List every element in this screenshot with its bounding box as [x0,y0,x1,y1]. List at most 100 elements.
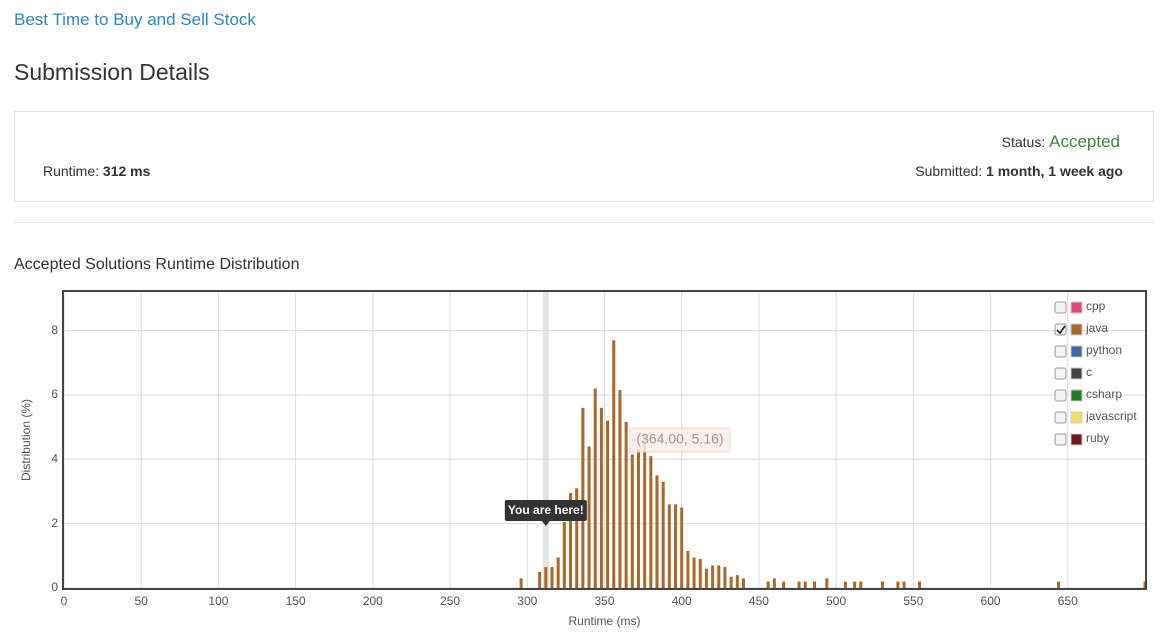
chart-title: Accepted Solutions Runtime Distribution [14,256,300,273]
bar [606,420,610,588]
bar [843,581,847,588]
bar [649,456,653,588]
bar [581,407,585,588]
legend-swatch [1070,367,1083,380]
bar [859,581,863,588]
legend-label: csharp [1086,387,1122,401]
bar [880,581,884,588]
bar [550,567,554,588]
bar [698,559,702,588]
bar [766,581,770,588]
bar [729,576,733,588]
plot-frame [62,290,1147,590]
x-tick-label: 600 [981,594,1001,608]
legend-label: java [1085,321,1108,335]
x-tick-label: 500 [826,594,846,608]
legend-check [1056,325,1066,335]
bar [593,388,597,588]
submitted-row: Submitted: 1 month, 1 week ago [915,163,1123,179]
bar [630,454,634,588]
bar [723,567,727,588]
legend-swatch [1070,301,1083,314]
legend-swatch [1070,433,1083,446]
bar [556,557,560,588]
hover-label: (364.00, 5.16) [636,431,723,447]
x-tick-label: 450 [749,594,769,608]
problem-link[interactable]: Best Time to Buy and Sell Stock [14,10,256,29]
y-tick-label: 0 [51,580,58,594]
page-title: Submission Details [14,59,210,85]
bar [825,578,829,588]
legend-label: cpp [1086,299,1106,313]
legend-label: ruby [1086,431,1109,445]
x-tick-label: 150 [286,594,306,608]
x-tick-label: 400 [672,594,692,608]
bar [902,581,906,588]
submitted-label: Submitted: [915,163,983,179]
submitted: 1 month, 1 week ago [986,163,1123,179]
bar [853,581,857,588]
bar [782,581,786,588]
bar [575,488,579,588]
legend-checkbox[interactable] [1054,367,1067,380]
x-tick-label: 350 [594,594,614,608]
x-axis-label: Runtime (ms) [568,614,640,628]
runtime-label: Runtime: [43,163,100,179]
legend-checkbox[interactable] [1054,411,1067,424]
legend-label: python [1086,343,1122,357]
legend-swatch [1070,323,1083,336]
bar [655,475,659,588]
legend-checkbox[interactable] [1054,323,1067,336]
legend-swatch [1070,345,1083,358]
bar [711,565,715,588]
legend-label: javascript [1085,409,1137,423]
y-axis-label: Distribution (%) [19,399,33,481]
bar [636,449,640,588]
divider [14,222,1154,223]
x-tick-label: 50 [135,594,149,608]
bar [643,433,647,588]
x-tick-label: 550 [903,594,923,608]
bar [1057,581,1061,588]
legend-checkbox[interactable] [1054,301,1067,314]
bar [667,504,671,588]
runtime: 312 ms [102,163,151,179]
x-tick-label: 650 [1058,594,1078,608]
x-tick-label: 250 [440,594,460,608]
y-tick-label: 4 [51,451,58,465]
bar [519,578,523,588]
bar [661,481,665,588]
bar [797,581,801,588]
y-tick-label: 2 [51,516,58,530]
bar [569,493,573,588]
bar [741,578,745,588]
y-tick-label: 8 [51,323,58,337]
bar [624,421,628,588]
y-tick-label: 6 [51,387,58,401]
bar [599,407,603,588]
marker-tooltip [504,500,587,521]
legend-checkbox[interactable] [1054,433,1067,446]
bar [674,504,678,588]
bar [692,557,696,588]
hover-tooltip [629,427,731,453]
legend-swatch [1070,411,1083,424]
bar [704,568,708,588]
x-tick-label: 100 [208,594,228,608]
bar [772,578,776,588]
bar [735,575,739,588]
legend-checkbox[interactable] [1054,389,1067,402]
bar [544,567,548,588]
bar [618,390,622,588]
legend-label: c [1086,365,1092,379]
bar [918,581,922,588]
legend-checkbox[interactable] [1054,345,1067,358]
marker-label: You are here! [508,503,584,517]
bar [686,551,690,588]
x-tick-label: 300 [517,594,537,608]
bar [680,507,684,588]
marker-band [542,292,549,588]
bar [538,571,542,588]
